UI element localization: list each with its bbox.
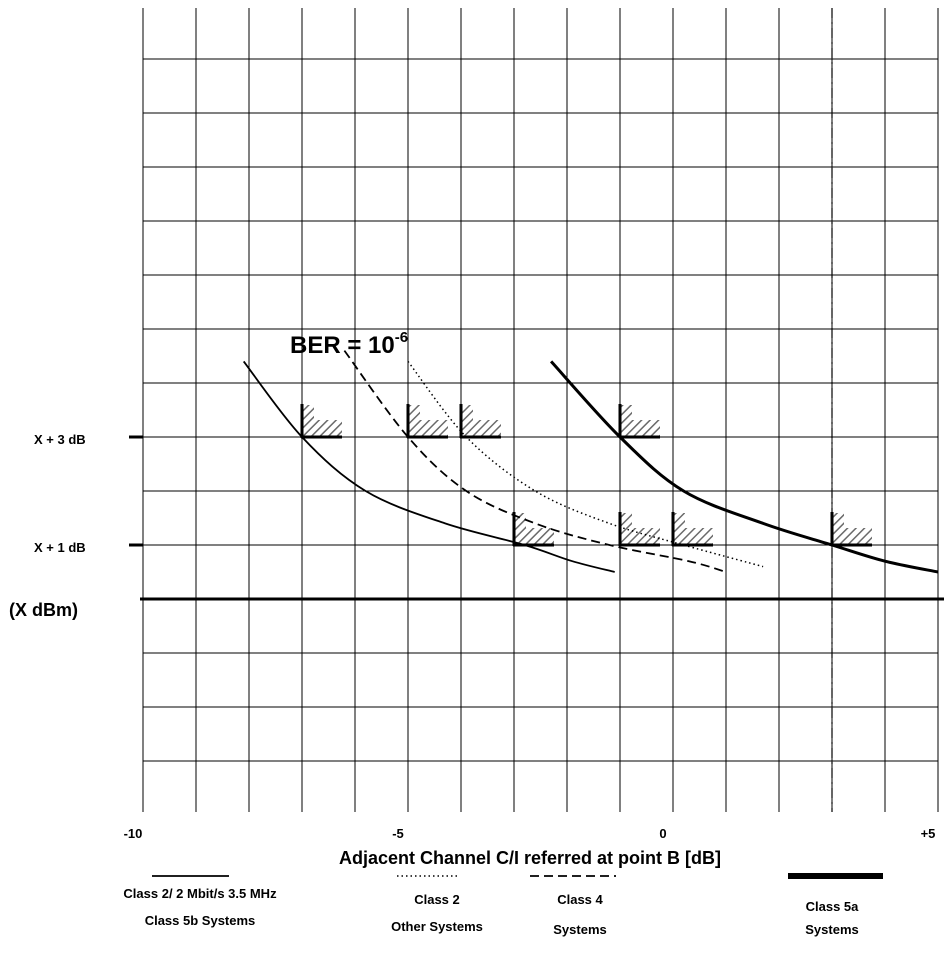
y-tick-marks — [129, 435, 143, 547]
legend-label: Class 5b Systems — [145, 913, 256, 928]
step-marker-hatch — [461, 405, 501, 437]
step-marker-hatch — [408, 405, 448, 437]
legend-entry: Class 5a Systems — [788, 873, 883, 937]
step-marker-hatch — [514, 513, 554, 545]
step-marker — [406, 404, 448, 439]
step-marker — [618, 512, 660, 547]
legend-entry: Class 4 Systems — [530, 875, 616, 937]
step-marker — [300, 404, 342, 439]
step-marker — [618, 404, 660, 439]
legend: Class 2/ 2 Mbit/s 3.5 MHz Class 5b System… — [123, 873, 883, 937]
legend-label: Class 2 — [414, 892, 460, 907]
legend-label: Systems — [553, 922, 606, 937]
y-tick-label: X + 3 dB — [34, 432, 86, 447]
step-marker — [671, 512, 713, 547]
x-tick-label: 0 — [659, 826, 666, 841]
y-tick-labels: X + 3 dB X + 1 dB (X dBm) — [9, 432, 86, 620]
legend-label: Other Systems — [391, 919, 483, 934]
x-tick-label: -5 — [392, 826, 404, 841]
ber-annotation: BER = 10-6 — [290, 329, 408, 359]
y-tick-label: X + 1 dB — [34, 540, 86, 555]
legend-label: Class 2/ 2 Mbit/s 3.5 MHz — [123, 886, 277, 901]
step-marker-hatch — [620, 405, 660, 437]
series-line-dotted — [407, 360, 764, 568]
step-marker-hatch — [620, 513, 660, 545]
grid — [142, 8, 939, 812]
step-marker-hatch — [832, 513, 872, 545]
legend-entry: Class 2/ 2 Mbit/s 3.5 MHz Class 5b System… — [123, 875, 277, 928]
legend-label: Systems — [805, 922, 858, 937]
x-tick-labels: -10 -5 0 +5 — [124, 826, 936, 841]
legend-label: Class 5a — [806, 899, 860, 914]
y-tick-label: (X dBm) — [9, 600, 78, 620]
step-marker-hatch — [673, 513, 713, 545]
series-lines — [242, 350, 939, 574]
legend-label: Class 4 — [557, 892, 603, 907]
x-tick-label: -10 — [124, 826, 143, 841]
series-line-thick — [549, 360, 939, 574]
step-marker — [459, 404, 501, 439]
step-marker — [512, 512, 554, 547]
x-tick-label: +5 — [921, 826, 936, 841]
step-marker — [830, 512, 872, 547]
series-line-solid — [242, 360, 615, 573]
step-marker-hatch — [302, 405, 342, 437]
series-line-dashed — [343, 350, 727, 573]
legend-entry: Class 2 Other Systems — [391, 875, 483, 934]
step-markers — [300, 404, 872, 547]
x-axis-label: Adjacent Channel C/I referred at point B… — [339, 848, 721, 868]
